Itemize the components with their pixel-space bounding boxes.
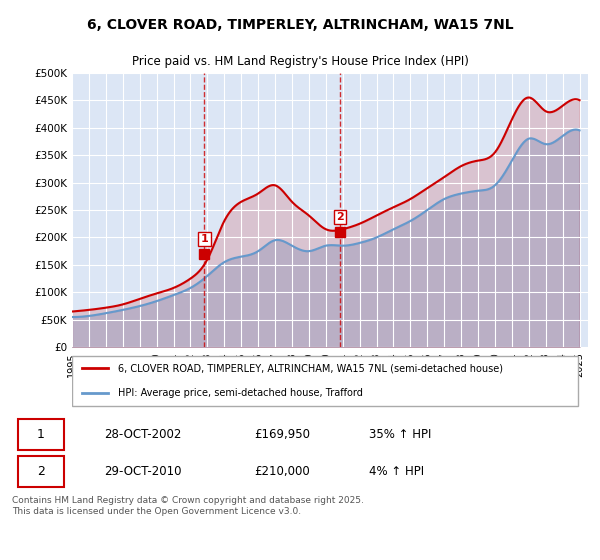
Text: 2: 2 xyxy=(37,465,45,478)
Text: 28-OCT-2002: 28-OCT-2002 xyxy=(104,428,182,441)
Text: 6, CLOVER ROAD, TIMPERLEY, ALTRINCHAM, WA15 7NL: 6, CLOVER ROAD, TIMPERLEY, ALTRINCHAM, W… xyxy=(86,18,514,32)
Text: 35% ↑ HPI: 35% ↑ HPI xyxy=(369,428,431,441)
FancyBboxPatch shape xyxy=(72,356,578,406)
Text: 1: 1 xyxy=(37,428,45,441)
Text: 1: 1 xyxy=(200,234,208,244)
FancyBboxPatch shape xyxy=(18,419,64,450)
Text: £210,000: £210,000 xyxy=(254,465,310,478)
Text: Contains HM Land Registry data © Crown copyright and database right 2025.
This d: Contains HM Land Registry data © Crown c… xyxy=(12,496,364,516)
Text: 4% ↑ HPI: 4% ↑ HPI xyxy=(369,465,424,478)
Text: 2: 2 xyxy=(336,212,344,222)
Text: HPI: Average price, semi-detached house, Trafford: HPI: Average price, semi-detached house,… xyxy=(118,388,364,398)
Text: Price paid vs. HM Land Registry's House Price Index (HPI): Price paid vs. HM Land Registry's House … xyxy=(131,55,469,68)
FancyBboxPatch shape xyxy=(18,456,64,487)
Text: 6, CLOVER ROAD, TIMPERLEY, ALTRINCHAM, WA15 7NL (semi-detached house): 6, CLOVER ROAD, TIMPERLEY, ALTRINCHAM, W… xyxy=(118,363,503,374)
Text: £169,950: £169,950 xyxy=(254,428,310,441)
Text: 29-OCT-2010: 29-OCT-2010 xyxy=(104,465,182,478)
